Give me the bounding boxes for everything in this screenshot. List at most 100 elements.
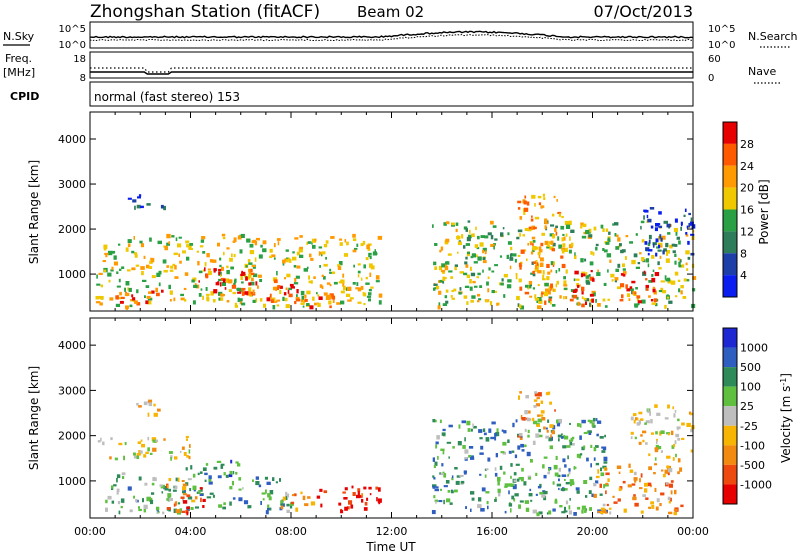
scatter-cell (655, 238, 659, 243)
scatter-cell (528, 226, 533, 231)
scatter-cell (554, 227, 557, 232)
scatter-cell (127, 486, 132, 491)
scatter-cell (471, 233, 475, 238)
scatter-cell (250, 268, 253, 273)
scatter-cell (549, 401, 552, 405)
scatter-cell (556, 483, 562, 487)
scatter-cell (200, 488, 203, 492)
scatter-cell (554, 500, 558, 504)
scatter-cell (658, 236, 660, 239)
scatter-cell (640, 510, 644, 514)
scatter-cell (634, 436, 637, 440)
scatter-cell (500, 282, 504, 286)
scatter-cell (589, 507, 592, 511)
scatter-cell (690, 449, 694, 453)
scatter-cell (370, 286, 374, 289)
scatter-cell (593, 226, 597, 231)
scatter-cell (463, 470, 467, 474)
scatter-cell (190, 507, 194, 510)
colorbar-frame (722, 327, 738, 505)
scatter-cell (459, 474, 464, 477)
scatter-cell (681, 422, 685, 426)
scatter-cell (440, 473, 444, 476)
scatter-cell (556, 280, 559, 285)
scatter-cell (102, 260, 106, 263)
scatter-cell (209, 492, 214, 495)
scatter-cell (288, 287, 292, 291)
scatter-cell (443, 264, 447, 268)
scatter-cell (551, 248, 555, 252)
scatter-cell (674, 440, 677, 444)
scatter-cell (650, 225, 654, 229)
scatter-cell (269, 255, 272, 259)
scatter-cell (574, 252, 576, 256)
scatter-cell (349, 297, 354, 300)
scatter-cell (352, 238, 357, 242)
scatter-cell (116, 271, 119, 274)
scatter-cell (193, 488, 196, 492)
scatter-cell (540, 294, 543, 298)
scatter-cell (543, 426, 546, 430)
scatter-cell (563, 296, 565, 300)
scatter-cell (488, 267, 491, 271)
scatter-cell (198, 293, 202, 297)
scatter-cell (431, 510, 436, 515)
scatter-cell (680, 290, 683, 295)
scatter-cell (642, 439, 645, 443)
scatter-cell (323, 490, 328, 494)
scatter-cell (200, 239, 205, 243)
scatter-cell (641, 257, 645, 262)
colorbar-segment (723, 187, 737, 210)
scatter-cell (247, 505, 250, 509)
scatter-cell (544, 300, 547, 305)
scatter-cell (191, 279, 195, 283)
scatter-cell (655, 444, 659, 448)
scatter-cell (185, 467, 188, 471)
scatter-cell (151, 257, 155, 263)
scatter-cell (650, 501, 654, 505)
scatter-cell (546, 244, 550, 247)
scatter-cell (340, 509, 344, 514)
scatter-cell (192, 473, 196, 478)
scatter-cell (220, 293, 224, 297)
scatter-cell (446, 441, 452, 444)
scatter-cell (477, 504, 482, 509)
scatter-cell (503, 294, 506, 298)
scatter-cell (306, 290, 311, 295)
scatter-cell (233, 282, 236, 287)
scatter-cell (684, 208, 687, 212)
scatter-cell (469, 229, 471, 234)
scatter-cell (540, 205, 543, 209)
scatter-cell (507, 439, 510, 443)
scatter-cell (125, 305, 129, 309)
scatter-cell (610, 273, 615, 278)
scatter-cell (503, 430, 507, 434)
scatter-cell (642, 430, 647, 434)
scatter-cell (249, 250, 255, 255)
scatter-cell (273, 243, 276, 248)
scatter-cell (363, 303, 366, 306)
scatter-cell (185, 240, 190, 244)
scatter-cell (662, 250, 665, 255)
scatter-cell (435, 444, 438, 449)
scatter-cell (576, 296, 579, 300)
scatter-cell (692, 276, 697, 280)
scatter-cell (213, 466, 218, 470)
scatter-cell (544, 240, 549, 245)
scatter-cell (469, 279, 472, 284)
scatter-cell (455, 228, 458, 233)
scatter-cell (150, 499, 154, 505)
scatter-cell (194, 277, 197, 282)
scatter-cell (622, 263, 625, 268)
scatter-cell (267, 504, 270, 508)
scatter-cell (151, 482, 155, 486)
scatter-cell (226, 247, 230, 250)
scatter-cell (115, 295, 119, 300)
scatter-cell (539, 491, 544, 495)
scatter-cell (146, 295, 151, 299)
scatter-cell (444, 295, 448, 299)
scatter-cell (294, 237, 299, 240)
scatter-cell (537, 195, 542, 199)
scatter-cell (220, 463, 225, 466)
scatter-cell (164, 486, 169, 491)
